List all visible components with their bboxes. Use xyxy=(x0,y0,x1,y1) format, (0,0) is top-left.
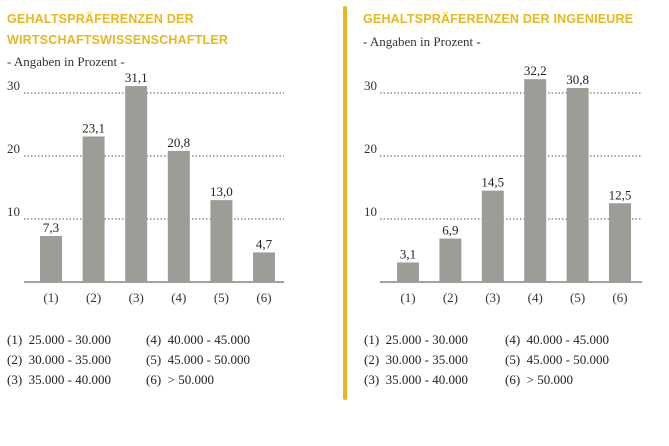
bar-chart-economists: 10 20 30 7,3 (1) 23,1 (2) 31,1 (3) 20,8 (4) 13,0 (5)… xyxy=(7,70,284,305)
data-label: 30,8 xyxy=(566,72,589,87)
data-label: 23,1 xyxy=(82,120,105,135)
legend-item: (5) 45.000 - 50.000 xyxy=(505,350,609,370)
legend-item: (4) 40.000 - 45.000 xyxy=(505,330,609,350)
legend-key: (4) xyxy=(505,332,521,347)
legend-range: 40.000 - 45.000 xyxy=(526,332,610,347)
bar xyxy=(40,236,62,282)
legend-range: 30.000 - 35.000 xyxy=(28,352,112,367)
x-tick-label: (5) xyxy=(214,290,229,305)
data-label: 31,1 xyxy=(125,70,148,85)
x-tick-label: (5) xyxy=(570,290,585,305)
bar xyxy=(481,190,504,282)
data-label: 32,2 xyxy=(524,63,547,78)
x-tick-label: (4) xyxy=(171,290,186,305)
chart-subtitle: - Angaben in Prozent - xyxy=(363,34,481,49)
chart-title: GEHALTSPRÄFERENZEN DER WIRTSCHAFTSWISSEN… xyxy=(7,9,307,51)
bar xyxy=(524,79,547,282)
legend-item: (5) 45.000 - 50.000 xyxy=(146,350,250,370)
legend-key: (5) xyxy=(146,352,162,367)
bar xyxy=(167,150,190,282)
legend-key: (6) xyxy=(146,372,162,387)
legend-item: (1) 25.000 - 30.000 xyxy=(364,330,468,350)
legend-range: 35.000 - 40.000 xyxy=(28,372,112,387)
y-tick-label: 20 xyxy=(364,141,377,156)
x-tick-label: (6) xyxy=(612,290,627,305)
legend-range: 45.000 - 50.000 xyxy=(167,352,251,367)
x-tick-label: (2) xyxy=(443,290,458,305)
chart-panel-economists: GEHALTSPRÄFERENZEN DER WIRTSCHAFTSWISSEN… xyxy=(0,0,330,446)
bar xyxy=(566,87,589,283)
data-label: 7,3 xyxy=(43,220,59,235)
data-label: 14,5 xyxy=(481,175,504,190)
x-tick-label: (6) xyxy=(256,290,271,305)
x-tick-label: (3) xyxy=(485,290,500,305)
bar-chart-engineers: 10 20 30 3,1 (1) 6,9 (2) 14,5 (3) 32,2 (4) 30,8 (5) 1… xyxy=(364,63,642,305)
chart-title: GEHALTSPRÄFERENZEN DER INGENIEURE xyxy=(363,9,669,30)
chart-panel-engineers: GEHALTSPRÄFERENZEN DER INGENIEURE - Anga… xyxy=(356,0,669,446)
legend-range: 25.000 - 30.000 xyxy=(385,332,469,347)
x-tick-label: (1) xyxy=(400,290,415,305)
legend-key: (3) xyxy=(364,372,380,387)
x-tick-label: (4) xyxy=(528,290,543,305)
bar xyxy=(397,262,419,282)
bar xyxy=(210,200,233,282)
legend-item: (6) > 50.000 xyxy=(146,370,214,390)
bar xyxy=(439,238,462,282)
bar xyxy=(609,203,631,282)
bar xyxy=(82,136,105,282)
legend-key: (3) xyxy=(7,372,23,387)
legend-range: 30.000 - 35.000 xyxy=(385,352,469,367)
chart-title-line-1: GEHALTSPRÄFERENZEN DER INGENIEURE xyxy=(363,12,634,26)
legend-key: (4) xyxy=(146,332,162,347)
legend-item: (3) 35.000 - 40.000 xyxy=(7,370,111,390)
data-label: 4,7 xyxy=(256,236,273,251)
bar xyxy=(125,86,148,282)
x-tick-label: (1) xyxy=(43,290,58,305)
data-label: 3,1 xyxy=(400,246,416,261)
y-tick-label: 30 xyxy=(7,78,20,93)
legend-range: 35.000 - 40.000 xyxy=(385,372,469,387)
legend-item: (2) 30.000 - 35.000 xyxy=(7,350,111,370)
y-tick-label: 10 xyxy=(364,204,377,219)
y-tick-label: 30 xyxy=(364,78,377,93)
y-tick-label: 10 xyxy=(7,204,20,219)
legend-item: (1) 25.000 - 30.000 xyxy=(7,330,111,350)
data-label: 13,0 xyxy=(210,184,233,199)
legend-range: > 50.000 xyxy=(167,372,215,387)
legend-economists: (1) 25.000 - 30.000 (2) 30.000 - 35.000 … xyxy=(7,330,327,392)
legend-key: (2) xyxy=(364,352,380,367)
x-tick-label: (3) xyxy=(129,290,144,305)
bar xyxy=(253,252,275,282)
x-tick-label: (2) xyxy=(86,290,101,305)
legend-range: 45.000 - 50.000 xyxy=(526,352,610,367)
panel-divider xyxy=(343,6,347,400)
legend-item: (2) 30.000 - 35.000 xyxy=(364,350,468,370)
legend-key: (1) xyxy=(364,332,380,347)
data-label: 12,5 xyxy=(609,187,632,202)
legend-range: > 50.000 xyxy=(526,372,574,387)
y-tick-label: 20 xyxy=(7,141,20,156)
data-label: 6,9 xyxy=(442,223,458,238)
legend-key: (1) xyxy=(7,332,23,347)
chart-title-line-1: GEHALTSPRÄFERENZEN DER xyxy=(7,12,194,26)
legend-key: (2) xyxy=(7,352,23,367)
data-label: 20,8 xyxy=(167,135,190,150)
legend-range: 40.000 - 45.000 xyxy=(167,332,251,347)
legend-range: 25.000 - 30.000 xyxy=(28,332,112,347)
chart-subtitle: - Angaben in Prozent - xyxy=(7,54,125,69)
legend-item: (4) 40.000 - 45.000 xyxy=(146,330,250,350)
legend-key: (6) xyxy=(505,372,521,387)
legend-item: (6) > 50.000 xyxy=(505,370,573,390)
chart-title-line-2: WIRTSCHAFTSWISSENSCHAFTLER xyxy=(7,33,229,47)
legend-engineers: (1) 25.000 - 30.000 (2) 30.000 - 35.000 … xyxy=(364,330,664,392)
legend-item: (3) 35.000 - 40.000 xyxy=(364,370,468,390)
legend-key: (5) xyxy=(505,352,521,367)
